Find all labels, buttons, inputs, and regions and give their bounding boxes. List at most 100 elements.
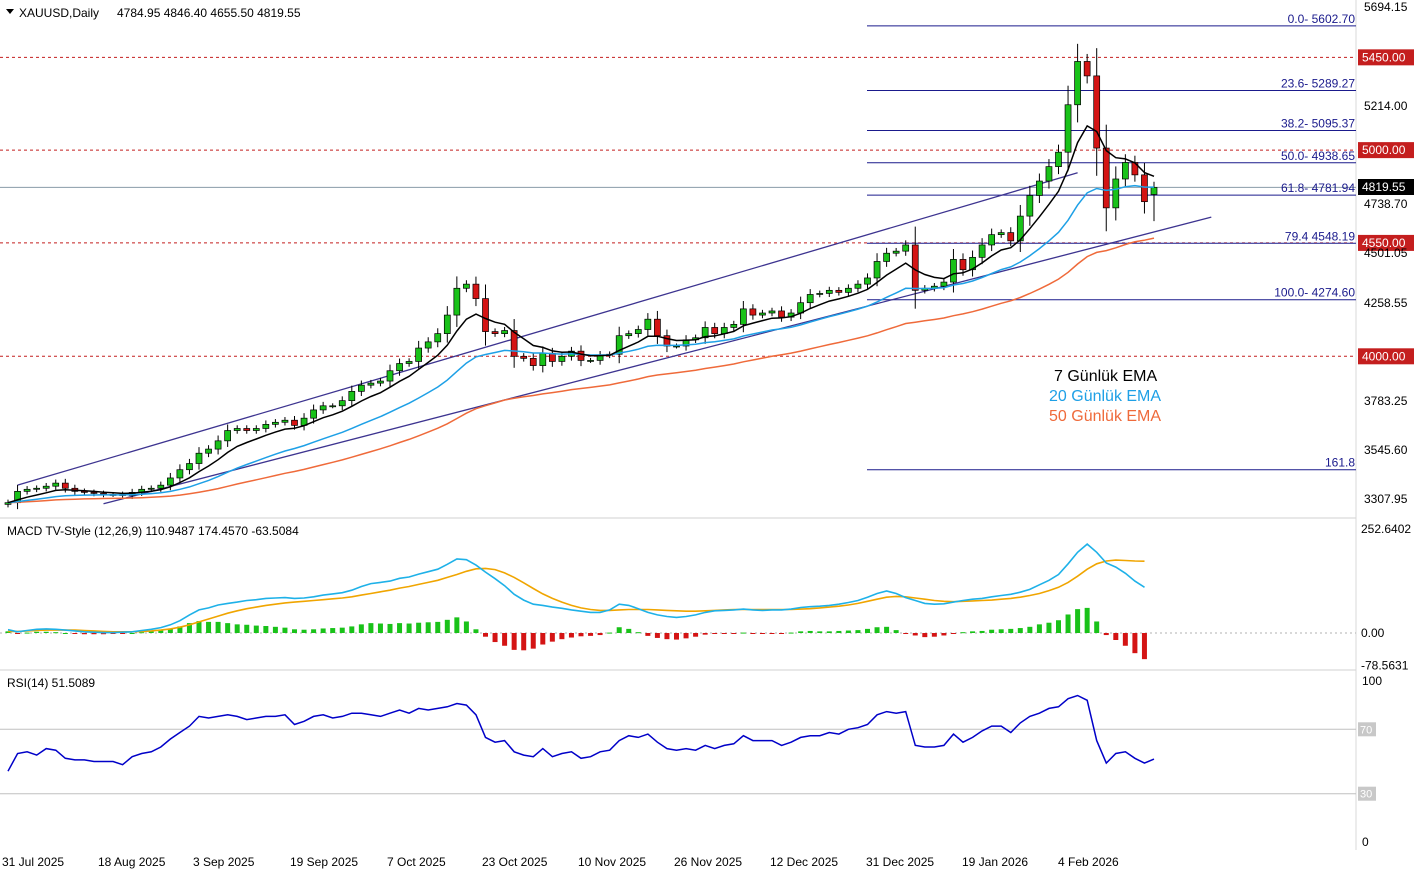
macd-histogram-bar bbox=[683, 633, 689, 639]
level-price-tag bbox=[1358, 49, 1414, 66]
macd-histogram-bar bbox=[167, 628, 173, 633]
candle-bull bbox=[23, 488, 31, 492]
macd-histogram-bar bbox=[91, 633, 97, 635]
macd-histogram-bar bbox=[788, 632, 794, 634]
macd-histogram-bar bbox=[731, 633, 737, 634]
ohlc-readout: 4784.95 4846.40 4655.50 4819.55 bbox=[117, 6, 301, 20]
level-price-text: 5000.00 bbox=[1362, 143, 1406, 157]
price-tick-label: 4738.70 bbox=[1364, 197, 1408, 211]
candle-bull bbox=[673, 345, 680, 348]
channel-upper-line bbox=[17, 172, 1078, 486]
candle-bear bbox=[529, 358, 537, 366]
macd-histogram-bar bbox=[387, 623, 393, 633]
candle-bull bbox=[329, 405, 337, 408]
macd-histogram-bar bbox=[836, 630, 842, 633]
collapse-triangle-icon[interactable] bbox=[6, 9, 14, 14]
candle-bull bbox=[1074, 61, 1081, 106]
rsi-tick-label: 70 bbox=[1360, 724, 1372, 736]
candle-bull bbox=[42, 485, 50, 489]
macd-histogram-bar bbox=[798, 631, 804, 633]
candle-bull bbox=[310, 409, 317, 419]
candle-bear bbox=[520, 355, 528, 359]
candle-bear bbox=[1102, 147, 1110, 209]
candle-bull bbox=[739, 308, 747, 325]
macd-histogram-bar bbox=[435, 621, 441, 633]
macd-histogram-bar bbox=[196, 621, 202, 633]
date-tick-label: 10 Nov 2025 bbox=[578, 855, 646, 869]
macd-histogram-bar bbox=[1122, 633, 1128, 646]
candle-bull bbox=[501, 330, 508, 334]
candle-bear bbox=[663, 335, 671, 347]
macd-histogram-bar bbox=[779, 633, 785, 634]
candle-bull bbox=[940, 281, 948, 287]
candle-bull bbox=[358, 384, 365, 392]
macd-histogram-bar bbox=[406, 623, 412, 633]
macd-histogram-bar bbox=[597, 633, 603, 636]
macd-histogram-bar bbox=[960, 632, 966, 634]
macd-histogram-bar bbox=[721, 633, 727, 634]
candle-bear bbox=[90, 492, 98, 494]
macd-histogram-bar bbox=[330, 628, 336, 633]
date-tick-label: 12 Dec 2025 bbox=[770, 855, 838, 869]
macd-histogram-bar bbox=[339, 627, 345, 633]
candle-bull bbox=[33, 487, 41, 490]
ema7-line bbox=[7, 124, 1155, 504]
macd-histogram-bar bbox=[139, 632, 145, 634]
date-tick-label: 19 Sep 2025 bbox=[290, 855, 358, 869]
macd-histogram-bar bbox=[979, 630, 985, 633]
ema50-line bbox=[7, 237, 1155, 504]
rsi-tick-label: 100 bbox=[1362, 674, 1382, 688]
macd-histogram-bar bbox=[301, 629, 307, 633]
candle-bear bbox=[577, 350, 585, 361]
macd-histogram-bar bbox=[24, 632, 30, 634]
candle-bear bbox=[959, 259, 967, 271]
candle-bull bbox=[634, 329, 642, 334]
level-price-text: 5450.00 bbox=[1362, 50, 1406, 64]
macd-histogram-bar bbox=[15, 633, 21, 634]
macd-histogram-bar bbox=[769, 633, 775, 634]
date-tick-label: 23 Oct 2025 bbox=[482, 855, 548, 869]
level-price-tag bbox=[1358, 142, 1414, 159]
macd-histogram-bar bbox=[34, 631, 40, 633]
macd-histogram-bar bbox=[225, 623, 231, 633]
macd-histogram-bar bbox=[1141, 633, 1147, 660]
macd-histogram-bar bbox=[1027, 626, 1033, 633]
macd-histogram-bar bbox=[616, 627, 622, 633]
macd-histogram-bar bbox=[865, 628, 870, 633]
candle-bull bbox=[415, 347, 422, 362]
macd-histogram-bar bbox=[941, 633, 947, 636]
candle-bull bbox=[338, 400, 346, 407]
macd-histogram-bar bbox=[578, 633, 584, 637]
macd-histogram-bar bbox=[884, 626, 890, 633]
macd-histogram-bar bbox=[845, 630, 851, 633]
candle-bear bbox=[472, 283, 480, 299]
candle-bull bbox=[997, 232, 1005, 236]
macd-histogram-bar bbox=[502, 633, 508, 646]
candle-bull bbox=[883, 252, 890, 262]
candle-bull bbox=[644, 318, 652, 330]
macd-histogram-bar bbox=[253, 625, 259, 633]
current-price-text: 4819.55 bbox=[1362, 180, 1406, 194]
ema-layer bbox=[7, 124, 1155, 504]
macd-histogram-bar bbox=[989, 629, 995, 633]
candle-bull bbox=[768, 310, 776, 314]
macd-histogram-bar bbox=[234, 624, 240, 633]
price-tick-label: 3307.95 bbox=[1364, 492, 1408, 506]
macd-histogram-bar bbox=[702, 633, 708, 635]
candle-bull bbox=[950, 259, 957, 283]
macd-histogram-bar bbox=[530, 633, 536, 649]
candle-bear bbox=[482, 298, 489, 332]
candle-bull bbox=[443, 314, 451, 334]
candle-bull bbox=[386, 370, 394, 382]
candle-bull bbox=[1150, 186, 1158, 195]
candle-bull bbox=[1064, 104, 1072, 153]
macd-histogram-bar bbox=[855, 630, 861, 633]
macd-histogram-bar bbox=[81, 633, 87, 635]
date-tick-label: 31 Dec 2025 bbox=[866, 855, 934, 869]
candle-bull bbox=[319, 405, 327, 411]
fib-level-label: 61.8- 4781.94 bbox=[1281, 181, 1355, 195]
rsi-level-tag bbox=[1358, 786, 1376, 801]
candle-bull bbox=[252, 428, 260, 431]
